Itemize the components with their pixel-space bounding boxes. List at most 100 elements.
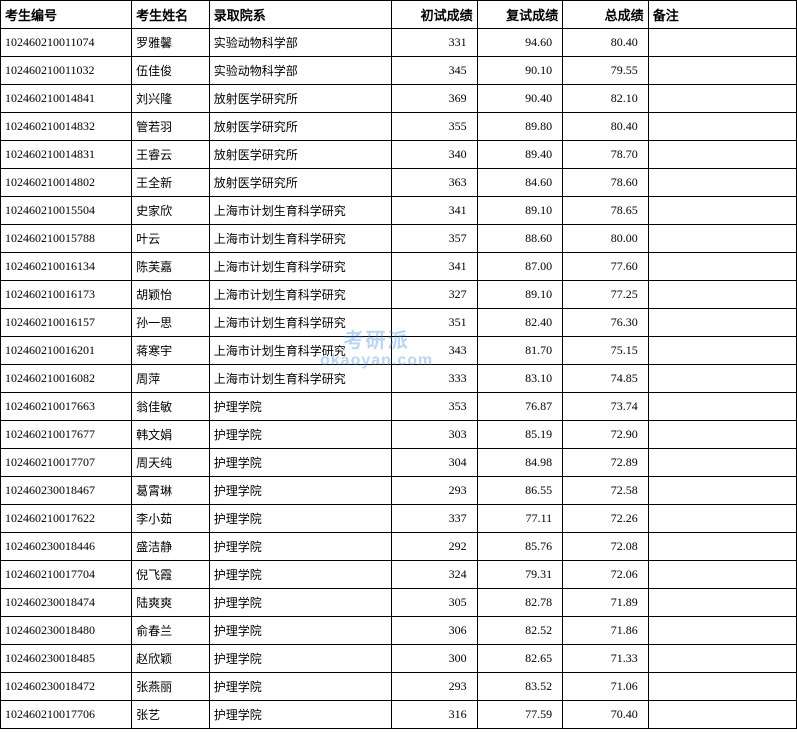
cell-remark (648, 533, 796, 561)
cell-name: 赵欣颖 (132, 645, 210, 673)
table-row: 102460210014832管若羽放射医学研究所35589.8080.40 (1, 113, 797, 141)
cell-score2: 85.19 (477, 421, 563, 449)
table-row: 102460230018474陆爽爽护理学院30582.7871.89 (1, 589, 797, 617)
cell-score2: 86.55 (477, 477, 563, 505)
cell-remark (648, 225, 796, 253)
cell-score2: 89.10 (477, 281, 563, 309)
cell-score1: 305 (392, 589, 478, 617)
cell-id: 102460210017704 (1, 561, 132, 589)
cell-score2: 82.40 (477, 309, 563, 337)
table-row: 102460230018467葛霄琳护理学院29386.5572.58 (1, 477, 797, 505)
cell-remark (648, 645, 796, 673)
table-row: 102460230018472张燕丽护理学院29383.5271.06 (1, 673, 797, 701)
cell-dept: 上海市计划生育科学研究 (209, 225, 391, 253)
cell-score2: 94.60 (477, 29, 563, 57)
cell-total: 74.85 (563, 365, 649, 393)
cell-total: 78.70 (563, 141, 649, 169)
cell-dept: 实验动物科学部 (209, 29, 391, 57)
cell-name: 周萍 (132, 365, 210, 393)
header-score2: 复试成绩 (477, 1, 563, 29)
cell-total: 70.40 (563, 701, 649, 729)
cell-dept: 上海市计划生育科学研究 (209, 281, 391, 309)
cell-remark (648, 505, 796, 533)
cell-id: 102460210014832 (1, 113, 132, 141)
cell-remark (648, 701, 796, 729)
header-row: 考生编号 考生姓名 录取院系 初试成绩 复试成绩 总成绩 备注 (1, 1, 797, 29)
cell-id: 102460210016134 (1, 253, 132, 281)
cell-name: 葛霄琳 (132, 477, 210, 505)
cell-total: 72.06 (563, 561, 649, 589)
table-row: 102460230018480俞春兰护理学院30682.5271.86 (1, 617, 797, 645)
cell-remark (648, 365, 796, 393)
cell-score1: 369 (392, 85, 478, 113)
cell-id: 102460230018472 (1, 673, 132, 701)
cell-dept: 护理学院 (209, 449, 391, 477)
cell-score2: 82.78 (477, 589, 563, 617)
cell-id: 102460230018474 (1, 589, 132, 617)
cell-score1: 340 (392, 141, 478, 169)
cell-dept: 上海市计划生育科学研究 (209, 337, 391, 365)
cell-dept: 护理学院 (209, 701, 391, 729)
cell-total: 76.30 (563, 309, 649, 337)
cell-id: 102460210014802 (1, 169, 132, 197)
table-row: 102460210015504史家欣上海市计划生育科学研究34189.1078.… (1, 197, 797, 225)
table-row: 102460210014831王睿云放射医学研究所34089.4078.70 (1, 141, 797, 169)
cell-id: 102460210017663 (1, 393, 132, 421)
cell-score1: 357 (392, 225, 478, 253)
cell-dept: 护理学院 (209, 645, 391, 673)
cell-id: 102460210015788 (1, 225, 132, 253)
cell-dept: 放射医学研究所 (209, 169, 391, 197)
cell-score2: 84.60 (477, 169, 563, 197)
cell-remark (648, 29, 796, 57)
cell-score2: 83.52 (477, 673, 563, 701)
cell-score1: 324 (392, 561, 478, 589)
cell-score1: 343 (392, 337, 478, 365)
cell-total: 72.89 (563, 449, 649, 477)
cell-remark (648, 85, 796, 113)
cell-score2: 82.52 (477, 617, 563, 645)
table-row: 102460210016173胡颖怡上海市计划生育科学研究32789.1077.… (1, 281, 797, 309)
cell-dept: 护理学院 (209, 617, 391, 645)
cell-total: 72.26 (563, 505, 649, 533)
cell-dept: 护理学院 (209, 673, 391, 701)
cell-score1: 304 (392, 449, 478, 477)
header-dept: 录取院系 (209, 1, 391, 29)
cell-name: 刘兴隆 (132, 85, 210, 113)
cell-score1: 316 (392, 701, 478, 729)
cell-id: 102460210011074 (1, 29, 132, 57)
cell-name: 盛洁静 (132, 533, 210, 561)
cell-id: 102460210011032 (1, 57, 132, 85)
cell-score2: 84.98 (477, 449, 563, 477)
table-row: 102460210017663翁佳敏护理学院35376.8773.74 (1, 393, 797, 421)
cell-total: 78.65 (563, 197, 649, 225)
table-row: 102460230018446盛洁静护理学院29285.7672.08 (1, 533, 797, 561)
cell-id: 102460230018480 (1, 617, 132, 645)
header-score1: 初试成绩 (392, 1, 478, 29)
cell-dept: 上海市计划生育科学研究 (209, 197, 391, 225)
cell-remark (648, 169, 796, 197)
cell-remark (648, 309, 796, 337)
cell-id: 102460210016173 (1, 281, 132, 309)
header-name: 考生姓名 (132, 1, 210, 29)
cell-score1: 306 (392, 617, 478, 645)
cell-total: 71.33 (563, 645, 649, 673)
admission-table: 考生编号 考生姓名 录取院系 初试成绩 复试成绩 总成绩 备注 10246021… (0, 0, 797, 729)
cell-total: 82.10 (563, 85, 649, 113)
cell-score1: 353 (392, 393, 478, 421)
cell-remark (648, 141, 796, 169)
cell-remark (648, 281, 796, 309)
cell-score2: 90.10 (477, 57, 563, 85)
table-row: 102460210014802王全新放射医学研究所36384.6078.60 (1, 169, 797, 197)
cell-score1: 331 (392, 29, 478, 57)
table-row: 102460210015788叶云上海市计划生育科学研究35788.6080.0… (1, 225, 797, 253)
cell-id: 102460210017707 (1, 449, 132, 477)
cell-name: 蒋寒宇 (132, 337, 210, 365)
cell-name: 管若羽 (132, 113, 210, 141)
cell-dept: 护理学院 (209, 533, 391, 561)
cell-total: 73.74 (563, 393, 649, 421)
table-body: 102460210011074罗雅馨实验动物科学部33194.6080.4010… (1, 29, 797, 729)
cell-remark (648, 589, 796, 617)
cell-name: 陈芙嘉 (132, 253, 210, 281)
cell-name: 孙一思 (132, 309, 210, 337)
cell-dept: 放射医学研究所 (209, 85, 391, 113)
